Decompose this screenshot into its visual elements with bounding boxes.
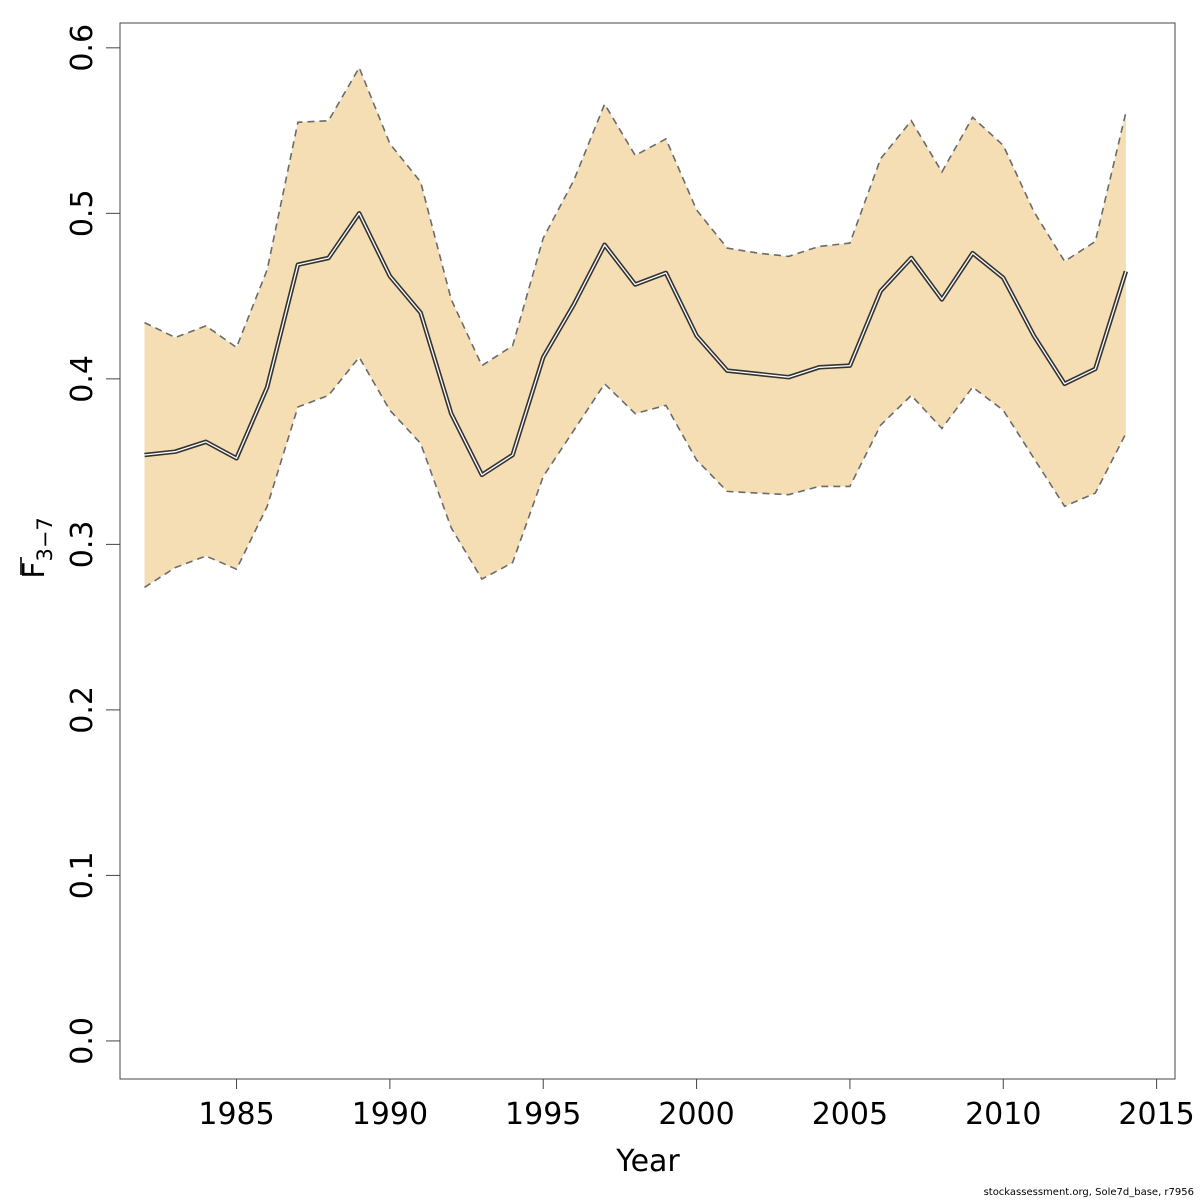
x-tick-label: 2010 <box>965 1097 1041 1132</box>
x-axis-title: Year <box>615 1144 680 1179</box>
x-axis: 1985 1990 1995 2000 2005 2010 2015 <box>198 1078 1195 1132</box>
y-tick-label: 0.6 <box>65 24 100 72</box>
y-tick-label: 0.0 <box>65 1017 100 1065</box>
y-tick-label: 0.4 <box>65 355 100 403</box>
source-footnote: stockassessment.org, Sole7d_base, r7956 <box>983 1187 1194 1198</box>
y-tick-label: 0.5 <box>65 189 100 237</box>
y-tick-label: 0.3 <box>65 521 100 569</box>
y-tick-label: 0.2 <box>65 686 100 734</box>
confidence-band-layer <box>144 67 1126 588</box>
svg-text:F3−7: F3−7 <box>17 517 57 579</box>
x-tick-label: 2005 <box>812 1097 888 1132</box>
y-axis: 0.0 0.1 0.2 0.3 0.4 0.5 0.6 <box>65 24 121 1065</box>
y-axis-title: F3−7 <box>17 517 57 579</box>
confidence-band <box>144 67 1126 588</box>
x-tick-label: 1995 <box>505 1097 581 1132</box>
y-tick-label: 0.1 <box>65 852 100 900</box>
x-tick-label: 1985 <box>198 1097 274 1132</box>
x-tick-label: 2000 <box>658 1097 734 1132</box>
upper-bound-line <box>144 65 1127 367</box>
x-tick-label: 2015 <box>1118 1097 1194 1132</box>
y-axis-title-base: F <box>17 562 52 579</box>
y-axis-title-subscript: 3−7 <box>33 517 57 561</box>
series-line-layer <box>144 65 1129 589</box>
x-tick-label: 1990 <box>352 1097 428 1132</box>
estimate-line <box>144 212 1127 476</box>
lower-bound-line <box>144 355 1127 589</box>
